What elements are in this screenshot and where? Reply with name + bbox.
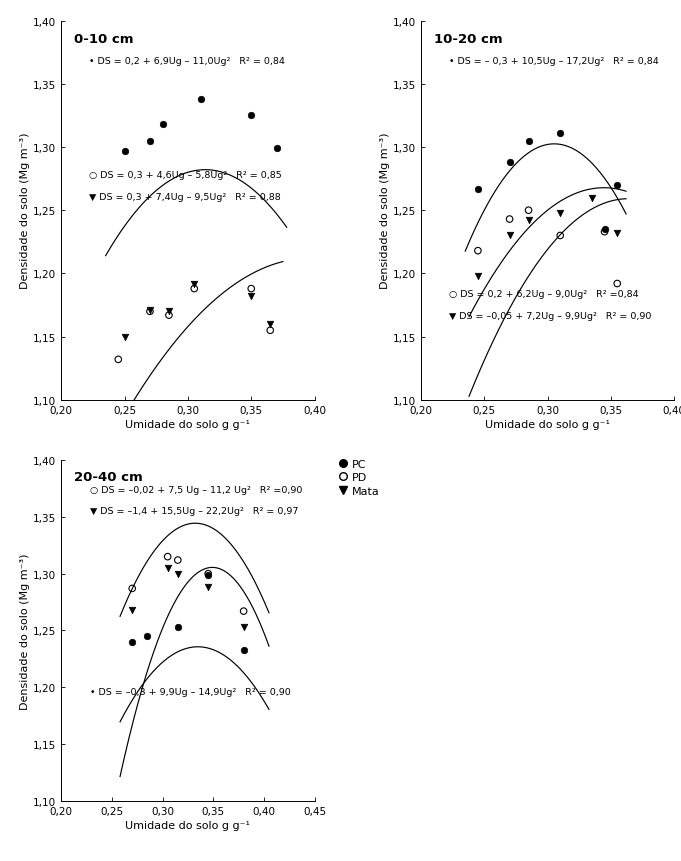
Text: ▼ DS = 0,3 + 7,4Ug – 9,5Ug²   R² = 0,88: ▼ DS = 0,3 + 7,4Ug – 9,5Ug² R² = 0,88 [89, 193, 281, 202]
Point [612, 277, 622, 291]
Text: ▼ DS = –1,4 + 15,5Ug – 22,2Ug²   R² = 0,97: ▼ DS = –1,4 + 15,5Ug – 22,2Ug² R² = 0,97 [90, 506, 298, 515]
Point [142, 629, 153, 643]
Point [157, 118, 168, 132]
Text: ○ DS = –0,02 + 7,5 Ug – 11,2 Ug²   R² =0,90: ○ DS = –0,02 + 7,5 Ug – 11,2 Ug² R² =0,9… [90, 486, 302, 494]
Point [172, 554, 183, 567]
X-axis label: Umidade do solo g g⁻¹: Umidade do solo g g⁻¹ [125, 820, 251, 830]
Point [246, 109, 257, 123]
Point [203, 580, 214, 594]
Text: • DS = 0,2 + 6,9Ug – 11,0Ug²   R² = 0,84: • DS = 0,2 + 6,9Ug – 11,0Ug² R² = 0,84 [89, 57, 285, 66]
Text: ▼ DS = –0,05 + 7,2Ug – 9,9Ug²   R² = 0,90: ▼ DS = –0,05 + 7,2Ug – 9,9Ug² R² = 0,90 [449, 312, 651, 321]
Point [119, 331, 130, 344]
Point [504, 213, 515, 226]
Point [523, 214, 534, 228]
Point [203, 567, 214, 581]
Point [555, 207, 566, 220]
Y-axis label: Densidade do solo (Mg m⁻³): Densidade do solo (Mg m⁻³) [380, 133, 390, 289]
Text: • DS = –0,3 + 9,9Ug – 14,9Ug²   R² = 0,90: • DS = –0,3 + 9,9Ug – 14,9Ug² R² = 0,90 [90, 687, 290, 697]
Point [162, 561, 173, 575]
Point [246, 290, 257, 304]
Point [144, 305, 155, 319]
Point [162, 550, 173, 564]
Point [119, 145, 130, 158]
Point [504, 229, 515, 243]
Point [189, 277, 200, 291]
Point [189, 282, 200, 296]
X-axis label: Umidade do solo g g⁻¹: Umidade do solo g g⁻¹ [485, 419, 610, 430]
Y-axis label: Densidade do solo (Mg m⁻³): Densidade do solo (Mg m⁻³) [20, 553, 31, 709]
Point [144, 304, 155, 318]
Point [127, 604, 138, 617]
Point [203, 568, 214, 582]
Point [127, 582, 138, 596]
Text: ○ DS = 0,3 + 4,6Ug – 5,8Ug²   R² = 0,85: ○ DS = 0,3 + 4,6Ug – 5,8Ug² R² = 0,85 [89, 170, 282, 180]
Point [612, 226, 622, 240]
Point [523, 134, 534, 148]
Point [523, 204, 534, 218]
Point [265, 324, 276, 338]
Legend: PC, PD, Mata: PC, PD, Mata [339, 460, 380, 496]
Point [238, 643, 249, 657]
Point [555, 127, 566, 141]
Point [172, 621, 183, 635]
Point [113, 353, 124, 367]
Point [163, 309, 174, 323]
Point [612, 179, 622, 193]
Point [238, 621, 249, 635]
Point [555, 229, 566, 243]
Point [599, 226, 610, 239]
Point [265, 318, 276, 331]
Y-axis label: Densidade do solo (Mg m⁻³): Densidade do solo (Mg m⁻³) [20, 133, 31, 289]
Text: ○ DS = 0,2 + 6,2Ug – 9,0Ug²   R² =0,84: ○ DS = 0,2 + 6,2Ug – 9,0Ug² R² =0,84 [449, 289, 638, 298]
Point [473, 269, 484, 283]
Point [163, 305, 174, 319]
Point [504, 156, 515, 170]
Point [599, 223, 610, 237]
Point [195, 93, 206, 107]
Point [246, 282, 257, 296]
Point [238, 604, 249, 618]
Text: 20-40 cm: 20-40 cm [74, 471, 143, 484]
Text: • DS = – 0,3 + 10,5Ug – 17,2Ug²   R² = 0,84: • DS = – 0,3 + 10,5Ug – 17,2Ug² R² = 0,8… [449, 57, 659, 66]
Text: 0-10 cm: 0-10 cm [74, 33, 133, 46]
Point [271, 142, 282, 156]
X-axis label: Umidade do solo g g⁻¹: Umidade do solo g g⁻¹ [125, 419, 251, 430]
Text: 10-20 cm: 10-20 cm [434, 33, 502, 46]
Point [473, 183, 484, 196]
Point [473, 245, 484, 258]
Point [127, 635, 138, 649]
Point [144, 134, 155, 148]
Point [172, 567, 183, 581]
Point [586, 191, 597, 205]
